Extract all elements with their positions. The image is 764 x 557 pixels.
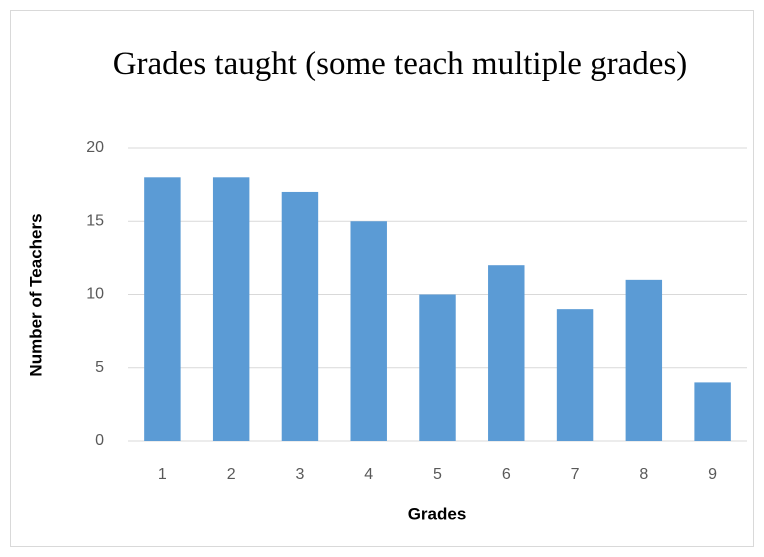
x-tick-label: 7 [571,466,580,483]
x-axis-title: Grades [408,504,467,523]
bar [419,294,456,441]
bar [625,279,663,441]
x-tick-label: 3 [295,466,304,483]
x-tick-label: 8 [639,466,648,483]
y-axis-title: Number of Teachers [26,213,45,376]
bar [488,265,525,441]
bar [281,191,319,441]
y-tick-label: 10 [86,286,104,303]
bar [350,221,387,441]
chart-title: Grades taught (some teach multiple grade… [112,46,688,82]
y-tick-label: 5 [95,359,104,376]
x-tick-label: 5 [433,466,442,483]
x-tick-label: 9 [708,466,717,483]
y-tick-label: 20 [86,139,104,156]
x-tick-label: 2 [227,466,236,483]
y-tick-label: 0 [95,432,104,449]
bar [212,177,250,442]
x-tick-label: 4 [364,466,373,483]
x-tick-label: 6 [502,466,511,483]
bar [144,177,181,442]
bar [556,309,594,441]
y-tick-label: 15 [86,212,104,229]
bar [694,382,731,441]
x-tick-label: 1 [158,466,167,483]
